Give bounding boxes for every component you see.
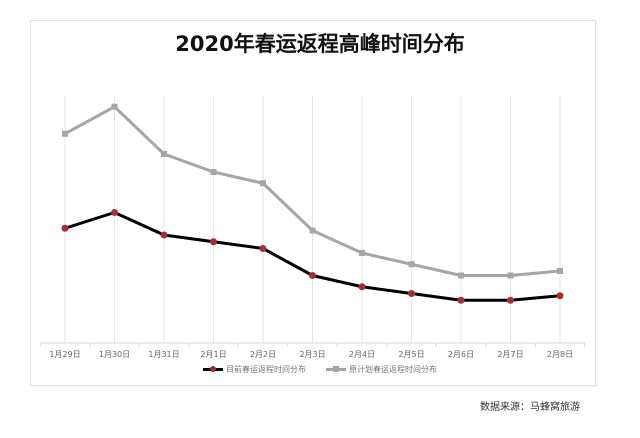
data-point bbox=[359, 250, 365, 256]
x-tick-label: 2月2日 bbox=[250, 350, 276, 359]
data-point bbox=[556, 292, 564, 300]
x-tick-label: 2月7日 bbox=[497, 350, 523, 359]
data-point bbox=[210, 238, 217, 246]
x-tick-label: 2月5日 bbox=[398, 350, 424, 359]
x-tick-label: 2月3日 bbox=[299, 350, 325, 359]
x-axis-ticks bbox=[39, 343, 586, 347]
circle-marker-icon bbox=[210, 366, 216, 372]
data-point bbox=[557, 268, 563, 274]
data-point bbox=[507, 296, 514, 304]
data-point bbox=[309, 272, 316, 279]
data-point bbox=[458, 272, 464, 279]
data-point bbox=[358, 283, 366, 291]
square-marker-icon bbox=[333, 366, 339, 372]
data-point bbox=[457, 296, 465, 304]
x-axis-labels: 1月29日 1月30日 1月31日 2月1日 2月2日 2月3日 2月4日 2月5日 2月6日 2… bbox=[49, 350, 573, 359]
x-tick-label: 1月29日 bbox=[49, 350, 80, 359]
data-point bbox=[210, 169, 217, 175]
legend-label-planned: 原计划春运返程时间分布 bbox=[349, 365, 437, 374]
data-point bbox=[61, 224, 69, 232]
data-point bbox=[62, 130, 68, 137]
data-point bbox=[160, 231, 168, 239]
data-source: 数据来源：马蜂窝旅游 bbox=[480, 402, 580, 413]
data-point bbox=[111, 103, 118, 110]
legend-label-current: 目前春运返程时间分布 bbox=[226, 365, 306, 374]
vertical-gridlines bbox=[64, 95, 561, 343]
data-point bbox=[111, 209, 118, 216]
x-tick-label: 2月8日 bbox=[547, 350, 573, 359]
data-point bbox=[408, 290, 415, 297]
data-point bbox=[507, 272, 514, 279]
data-point bbox=[259, 245, 267, 252]
data-point bbox=[309, 227, 316, 234]
data-point bbox=[408, 261, 415, 268]
data-point bbox=[161, 151, 167, 157]
legend: 目前春运返程时间分布 原计划春运返程时间分布 bbox=[0, 364, 640, 375]
x-tick-label: 2月6日 bbox=[448, 350, 474, 359]
chart-title: 2020年春运返程高峰时间分布 bbox=[175, 32, 465, 56]
x-tick-label: 2月4日 bbox=[349, 350, 375, 359]
legend-line-black-icon bbox=[203, 366, 223, 372]
x-tick-label: 1月30日 bbox=[99, 350, 130, 359]
x-tick-label: 2月1日 bbox=[200, 350, 226, 359]
series-lines bbox=[61, 103, 564, 304]
legend-item-planned: 原计划春运返程时间分布 bbox=[326, 364, 437, 375]
legend-item-current: 目前春运返程时间分布 bbox=[203, 364, 306, 375]
legend-line-gray-icon bbox=[326, 366, 346, 372]
x-tick-label: 1月31日 bbox=[148, 350, 179, 359]
data-point bbox=[260, 180, 266, 187]
